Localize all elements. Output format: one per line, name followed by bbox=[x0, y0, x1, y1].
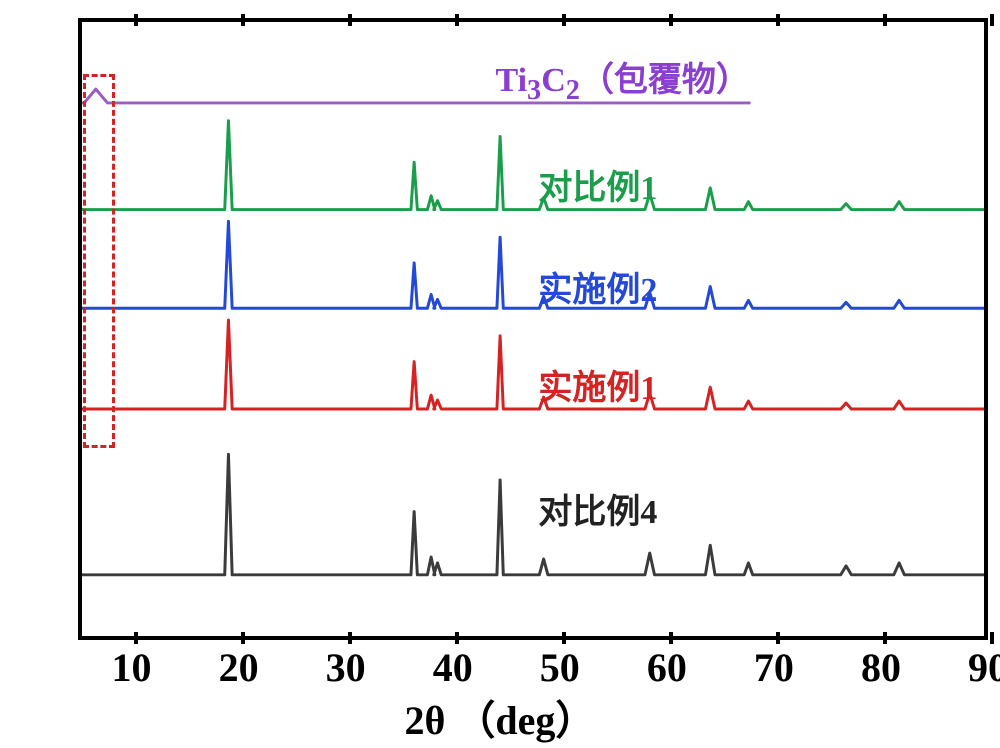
x-tick bbox=[241, 632, 245, 644]
x-tick bbox=[990, 632, 994, 644]
x-tick bbox=[776, 632, 780, 644]
series-label-compare1: 对比例1 bbox=[538, 160, 657, 209]
x-tick bbox=[455, 632, 459, 644]
x-tick-label: 90 bbox=[968, 644, 1000, 691]
series-svg bbox=[82, 22, 984, 636]
series-label-example2: 实施例2 bbox=[538, 262, 657, 311]
x-tick-label: 70 bbox=[754, 644, 794, 691]
x-tick-label: 50 bbox=[540, 644, 580, 691]
x-tick bbox=[883, 632, 887, 644]
x-tick-label: 30 bbox=[326, 644, 366, 691]
x-tick bbox=[134, 632, 138, 644]
x-axis-label: 2θ （deg） bbox=[405, 688, 596, 746]
x-tick-label: 80 bbox=[861, 644, 901, 691]
x-tick bbox=[455, 14, 459, 26]
series-label-example1: 实施例1 bbox=[538, 360, 657, 409]
series-label-compare4: 对比例4 bbox=[538, 484, 657, 533]
series-label-ti3c2: Ti3C2（包覆物） bbox=[496, 52, 750, 107]
series-compare1 bbox=[82, 121, 984, 210]
plot-area bbox=[78, 18, 988, 640]
x-tick-label: 20 bbox=[219, 644, 259, 691]
series-example2 bbox=[82, 221, 984, 308]
x-tick bbox=[562, 632, 566, 644]
x-tick bbox=[348, 632, 352, 644]
x-tick-label: 10 bbox=[112, 644, 152, 691]
x-tick bbox=[134, 14, 138, 26]
x-tick-label: 60 bbox=[647, 644, 687, 691]
xrd-chart: Intensity （a.u.） 2θ （deg） bbox=[0, 0, 1000, 748]
series-example1 bbox=[82, 320, 984, 409]
x-tick bbox=[776, 14, 780, 26]
x-tick bbox=[883, 14, 887, 26]
x-tick bbox=[562, 14, 566, 26]
x-tick bbox=[241, 14, 245, 26]
x-tick bbox=[669, 632, 673, 644]
highlight-box bbox=[83, 74, 115, 448]
x-tick bbox=[990, 14, 994, 26]
x-tick bbox=[669, 14, 673, 26]
x-tick bbox=[348, 14, 352, 26]
series-compare4 bbox=[82, 454, 984, 574]
x-tick-label: 40 bbox=[433, 644, 473, 691]
